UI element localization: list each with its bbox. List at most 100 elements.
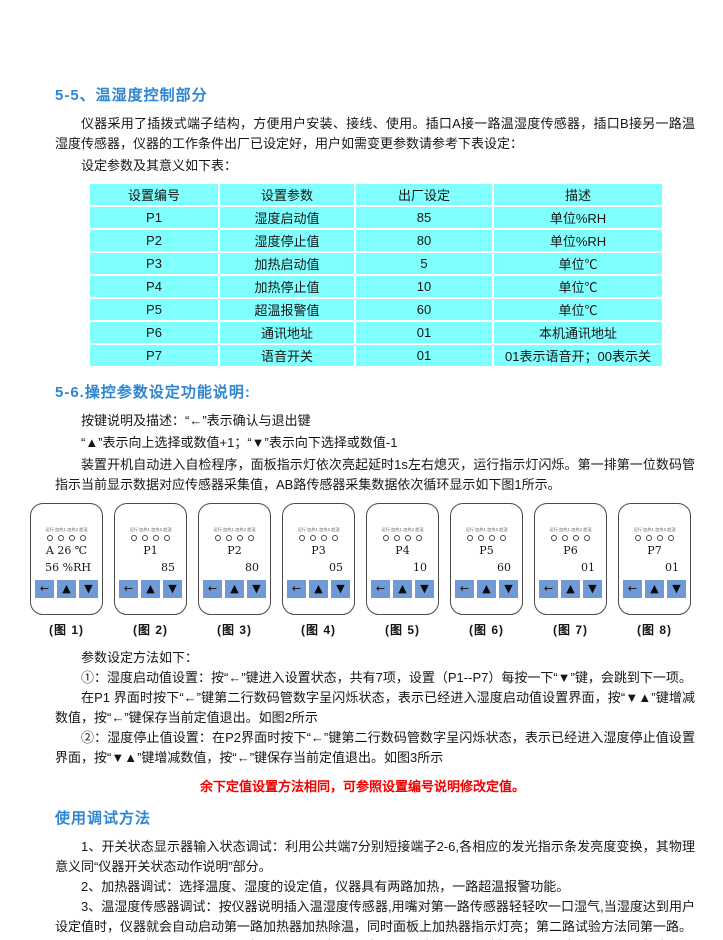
figure-6: 运行 加热1 加热2 超温 P5 60 ← ▲ ▼ (图 6) [450,503,523,638]
up-key[interactable]: ▲ [645,580,664,598]
heat2-led [237,535,243,541]
figure-caption: (图 6) [468,623,504,637]
display-line1: P7 [647,544,662,557]
led-indicators [619,535,690,541]
led-indicators [535,535,606,541]
led-labels: 运行 加热1 加热2 超温 [297,527,340,533]
overtemp-led [416,535,422,541]
table-cell: P5 [88,297,220,322]
down-key[interactable]: ▼ [331,580,350,598]
table-cell: 加热停止值 [218,274,356,299]
back-key[interactable]: ← [119,580,138,598]
table-row: P3 加热启动值 5 单位℃ [88,251,664,276]
table-cell: 通讯地址 [218,320,356,345]
debug-item-1: 1、开关状态显示器输入状态调试：利用公共端7分别短接端子2-6,各相应的发光指示… [55,839,695,874]
figure-caption: (图 5) [384,623,420,637]
led-indicators [451,535,522,541]
table-intro-text: 设定参数及其意义如下表： [81,158,238,173]
display-panel: 运行 加热1 加热2 超温 P5 60 ← ▲ ▼ [450,503,523,615]
heat1-led [478,535,484,541]
back-key[interactable]: ← [455,580,474,598]
back-key[interactable]: ← [287,580,306,598]
led-labels: 运行 加热1 加热2 超温 [45,527,88,533]
display-panel: 运行 加热1 加热2 超温 P3 05 ← ▲ ▼ [282,503,355,615]
figure-2: 运行 加热1 加热2 超温 P1 85 ← ▲ ▼ (图 2) [114,503,187,638]
down-key[interactable]: ▼ [415,580,434,598]
display-line2: 60 [497,561,511,574]
down-key[interactable]: ▼ [247,580,266,598]
display-panel-figures: 运行 加热1 加热2 超温 A 26 ℃ 56 %RH ← ▲ ▼ (图 1) … [30,503,695,638]
display-line2: 05 [329,561,343,574]
table-cell: 单位%RH [492,228,664,253]
debug-item-2: 2、加热器调试：选择温度、湿度的设定值，仪器具有两路加热，一路超温报警功能。 [81,879,570,894]
run-led [635,535,641,541]
led-labels: 运行 加热1 加热2 超温 [633,527,676,533]
up-key[interactable]: ▲ [57,580,76,598]
method-intro: 参数设定方法如下： [81,650,199,665]
table-cell: P3 [88,251,220,276]
figure-1: 运行 加热1 加热2 超温 A 26 ℃ 56 %RH ← ▲ ▼ (图 1) [30,503,103,638]
method-step-1: ①：湿度启动值设置：按“←”键进入设置状态，共有7项，设置（P1--P7）每按一… [81,670,692,685]
up-key[interactable]: ▲ [561,580,580,598]
display-line2: 56 %RH [45,561,91,574]
down-key[interactable]: ▼ [583,580,602,598]
display-line2: 10 [413,561,427,574]
up-key[interactable]: ▲ [393,580,412,598]
overtemp-led [80,535,86,541]
down-key[interactable]: ▼ [499,580,518,598]
down-key[interactable]: ▼ [79,580,98,598]
display-line1: P6 [563,544,578,557]
run-led [215,535,221,541]
heat2-led [69,535,75,541]
table-row: P7 语音开关 01 01表示语音开；00表示关 [88,343,664,368]
figure-7: 运行 加热1 加热2 超温 P6 01 ← ▲ ▼ (图 7) [534,503,607,638]
heat1-led [226,535,232,541]
down-key[interactable]: ▼ [163,580,182,598]
figure-caption: (图 8) [636,623,672,637]
display-line2: 80 [245,561,259,574]
table-cell: 加热启动值 [218,251,356,276]
table-cell: P7 [88,343,220,368]
table-cell: P4 [88,274,220,299]
table-header-cell: 出厂设定 [354,182,494,207]
display-line2: 85 [161,561,175,574]
parameter-table: 设置编号 设置参数 出厂设定 描述 P1 湿度启动值 85 单位%RH P2 湿… [88,182,664,368]
figure-caption: (图 2) [132,623,168,637]
table-cell: 语音开关 [218,343,356,368]
overtemp-led [164,535,170,541]
display-panel: 运行 加热1 加热2 超温 P2 80 ← ▲ ▼ [198,503,271,615]
heat2-led [573,535,579,541]
table-cell: 单位%RH [492,205,664,230]
method-step-2: ②：湿度停止值设置：在P2界面时按下“←”键第二行数码管数字呈闪烁状态，表示已经… [55,730,695,765]
led-indicators [199,535,270,541]
led-labels: 运行 加热1 加热2 超温 [549,527,592,533]
back-key[interactable]: ← [35,580,54,598]
up-key[interactable]: ▲ [309,580,328,598]
back-key[interactable]: ← [539,580,558,598]
down-key[interactable]: ▼ [667,580,686,598]
heat1-led [310,535,316,541]
method-step-1b: 在P1 界面时按下“←”键第二行数码管数字呈闪烁状态，表示已经进入湿度启动值设置… [55,690,695,725]
table-cell: 60 [354,297,494,322]
display-panel: 运行 加热1 加热2 超温 A 26 ℃ 56 %RH ← ▲ ▼ [30,503,103,615]
figure-8: 运行 加热1 加热2 超温 P7 01 ← ▲ ▼ (图 8) [618,503,691,638]
up-key[interactable]: ▲ [477,580,496,598]
display-line2: 01 [665,561,679,574]
section-55-title: 5-5、温湿度控制部分 [55,87,208,104]
up-key[interactable]: ▲ [141,580,160,598]
table-header-cell: 描述 [492,182,664,207]
run-led [467,535,473,541]
section-56-title: 5-6.操控参数设定功能说明: [55,384,251,401]
display-line1: P3 [311,544,326,557]
overtemp-led [248,535,254,541]
back-key[interactable]: ← [203,580,222,598]
debug-section-title: 使用调试方法 [55,810,152,827]
up-key[interactable]: ▲ [225,580,244,598]
display-panel: 运行 加热1 加热2 超温 P4 10 ← ▲ ▼ [366,503,439,615]
red-note: 余下定值设置方法相同，可参照设置编号说明修改定值。 [199,779,525,794]
back-key[interactable]: ← [371,580,390,598]
table-cell: 5 [354,251,494,276]
back-key[interactable]: ← [623,580,642,598]
heat2-led [405,535,411,541]
